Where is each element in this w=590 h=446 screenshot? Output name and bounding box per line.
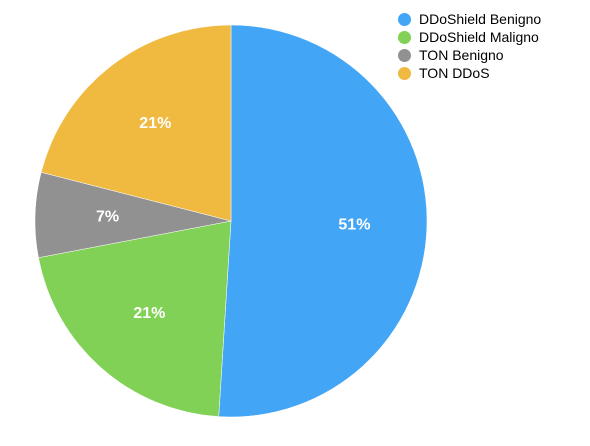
legend-swatch-ddoshield-maligno [398,30,411,44]
legend-item-ddoshield-maligno: DDoShield Maligno [398,28,541,46]
legend-swatch-ddoshield-benigno [398,12,411,26]
pie-slice-ddoshield-benigno [218,24,428,418]
legend: DDoShield Benigno DDoShield Maligno TON … [398,10,541,82]
legend-label-ton-ddos: TON DDoS [419,65,490,81]
legend-item-ton-benigno: TON Benigno [398,46,541,64]
legend-label-ddoshield-benigno: DDoShield Benigno [419,11,542,27]
legend-label-ddoshield-maligno: DDoShield Maligno [419,29,539,45]
legend-swatch-ton-benigno [398,48,411,62]
slice-label-ton-benigno: 7% [96,209,119,226]
legend-label-ton-benigno: TON Benigno [419,47,504,63]
legend-swatch-ton-ddos [398,66,411,80]
slice-label-ddoshield-maligno: 21% [133,305,165,322]
slice-label-ton-ddos: 21% [139,115,171,132]
pie-slice-ddoshield-maligno [38,220,232,417]
legend-item-ton-ddos: TON DDoS [398,64,541,82]
legend-item-ddoshield-benigno: DDoShield Benigno [398,10,541,28]
pie-slice-ton-ddos [40,24,232,222]
slice-label-ddoshield-benigno: 51% [338,216,370,233]
